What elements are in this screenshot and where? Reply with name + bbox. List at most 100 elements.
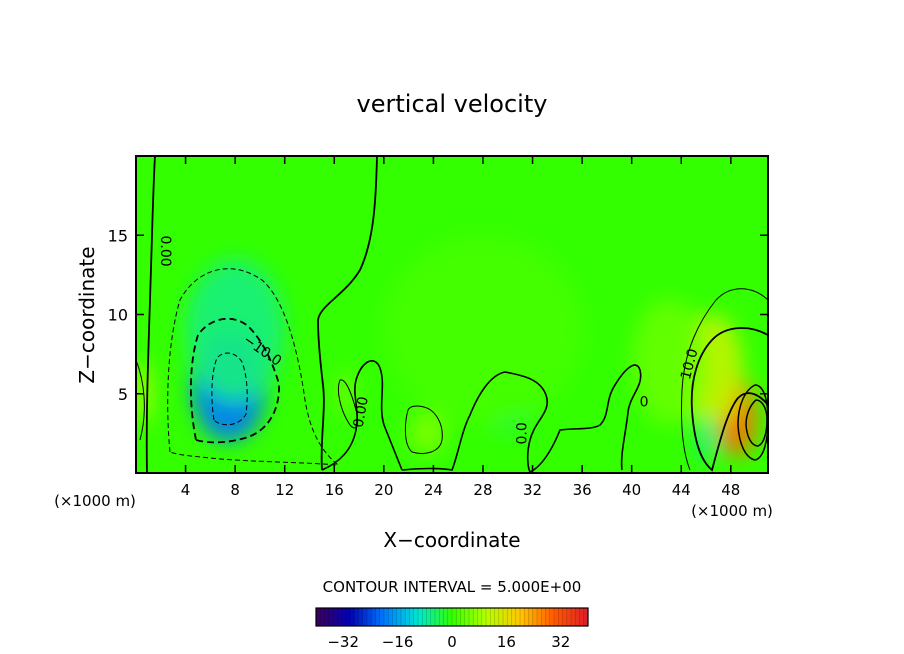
colorbar-cell: [515, 608, 521, 626]
colorbar-cell: [494, 608, 500, 626]
colorbar-cell: [379, 608, 385, 626]
contour-minus5: [167, 268, 340, 466]
colorbar-cell: [396, 608, 402, 626]
field-blob: [383, 235, 583, 426]
contour-label: 10.0: [678, 347, 702, 381]
x-tick-label: 20: [374, 481, 393, 499]
colorbar-cell: [388, 608, 393, 626]
colorbar-cell: [341, 608, 347, 626]
contour-thin-blob-17: [337, 379, 359, 429]
x-unit-left: (×1000 m): [54, 492, 136, 510]
y-tick-label: 10: [108, 306, 128, 325]
colorbar-cell: [337, 608, 342, 626]
contour-label: 0: [640, 394, 649, 410]
colorbar-cell: [562, 608, 568, 626]
colorbar: [315, 608, 589, 626]
x-tick-label: 16: [325, 481, 344, 499]
colorbar-cell: [575, 608, 580, 626]
y-tick-label: 5: [118, 385, 128, 404]
colorbar-cell: [528, 608, 534, 626]
contour-zero-left: [145, 156, 156, 473]
colorbar-cell: [413, 608, 419, 626]
x-axis-label: X−coordinate: [383, 528, 520, 552]
colorbar-tick-label: −32: [327, 633, 359, 651]
colorbar-cell: [486, 608, 491, 626]
contour-minus15: [211, 352, 248, 426]
colorbar-cell: [549, 608, 555, 626]
x-tick-label: 44: [672, 481, 691, 499]
colorbar-cell: [362, 608, 368, 626]
colorbar-cell: [456, 608, 461, 626]
contour-zero-middle: [317, 156, 378, 471]
colorbar-cell: [409, 608, 415, 626]
colorbar-cell: [554, 608, 559, 626]
y-tick-label: 15: [108, 226, 128, 245]
colorbar-cell: [541, 608, 546, 626]
colorbar-cell: [490, 608, 495, 626]
colorbar-cell: [447, 608, 453, 626]
colorbar-cell: [571, 608, 576, 626]
colorbar-cell: [524, 608, 529, 626]
field-blob: [185, 259, 285, 402]
colorbar-cell: [452, 608, 457, 626]
colorbar-cell: [371, 608, 376, 626]
x-ticks: 4 8 12 16 20 24 28 32 36 40 44 48: [181, 156, 740, 499]
colorbar-frame: [315, 607, 589, 627]
x-tick-label: 36: [573, 481, 592, 499]
colorbar-cell: [579, 608, 585, 626]
colorbar-cell: [481, 608, 487, 626]
field-blob: [337, 369, 356, 418]
x-tick-label: 48: [721, 481, 740, 499]
colorbar-cell: [558, 608, 563, 626]
colorbar-cell: [426, 608, 432, 626]
colorbar-cell: [422, 608, 427, 626]
colorbar-cell: [460, 608, 466, 626]
chart-title: vertical velocity: [357, 90, 548, 118]
contour-thin-blob-23: [404, 405, 443, 454]
colorbar-cell: [367, 608, 372, 626]
colorbar-tick-label: 0: [447, 633, 457, 651]
colorbar-cell: [511, 608, 517, 626]
colorbar-cell: [328, 608, 334, 626]
field-blobs: [136, 235, 757, 462]
contour-label: 0.00: [157, 236, 173, 267]
colorbar-cell: [418, 608, 423, 626]
colorbar-cell: [324, 608, 330, 626]
colorbar-cell: [405, 608, 410, 626]
y-axis-label: Z−coordinate: [75, 246, 99, 383]
colorbar-cell: [507, 608, 512, 626]
contour-plus10-right: [690, 327, 768, 472]
colorbar-cell: [503, 608, 508, 626]
x-tick-label: 12: [275, 481, 294, 499]
colorbar-cell: [345, 608, 351, 626]
x-tick-label: 40: [622, 481, 641, 499]
colorbar-ticks: −32 −16 0 16 32: [327, 633, 570, 651]
colorbar-cell: [358, 608, 364, 626]
x-tick-label: 32: [523, 481, 542, 499]
colorbar-cell: [316, 608, 321, 626]
x-tick-label: 4: [181, 481, 191, 499]
colorbar-cell: [430, 608, 436, 626]
field-blob: [631, 298, 707, 426]
contour-noisy-middle: [321, 360, 642, 473]
contour-plus20-right: [737, 384, 768, 461]
contour-interval-text: CONTOUR INTERVAL = 5.000E+00: [323, 578, 582, 596]
colorbar-cell: [532, 608, 538, 626]
colorbar-cell: [443, 608, 449, 626]
colorbar-cell: [545, 608, 551, 626]
x-tick-label: 8: [230, 481, 240, 499]
contour-plus5-right: [680, 288, 768, 471]
colorbar-cell: [520, 608, 525, 626]
colorbar-cell: [537, 608, 542, 626]
colorbar-cell: [435, 608, 440, 626]
colorbar-cell: [392, 608, 398, 626]
colorbar-cell: [320, 608, 325, 626]
colorbar-cell: [469, 608, 474, 626]
colorbar-cell: [473, 608, 478, 626]
colorbar-cell: [583, 608, 589, 626]
colorbar-cell: [333, 608, 338, 626]
colorbar-cell: [354, 608, 359, 626]
colorbar-tick-label: −16: [382, 633, 414, 651]
colorbar-cell: [350, 608, 355, 626]
